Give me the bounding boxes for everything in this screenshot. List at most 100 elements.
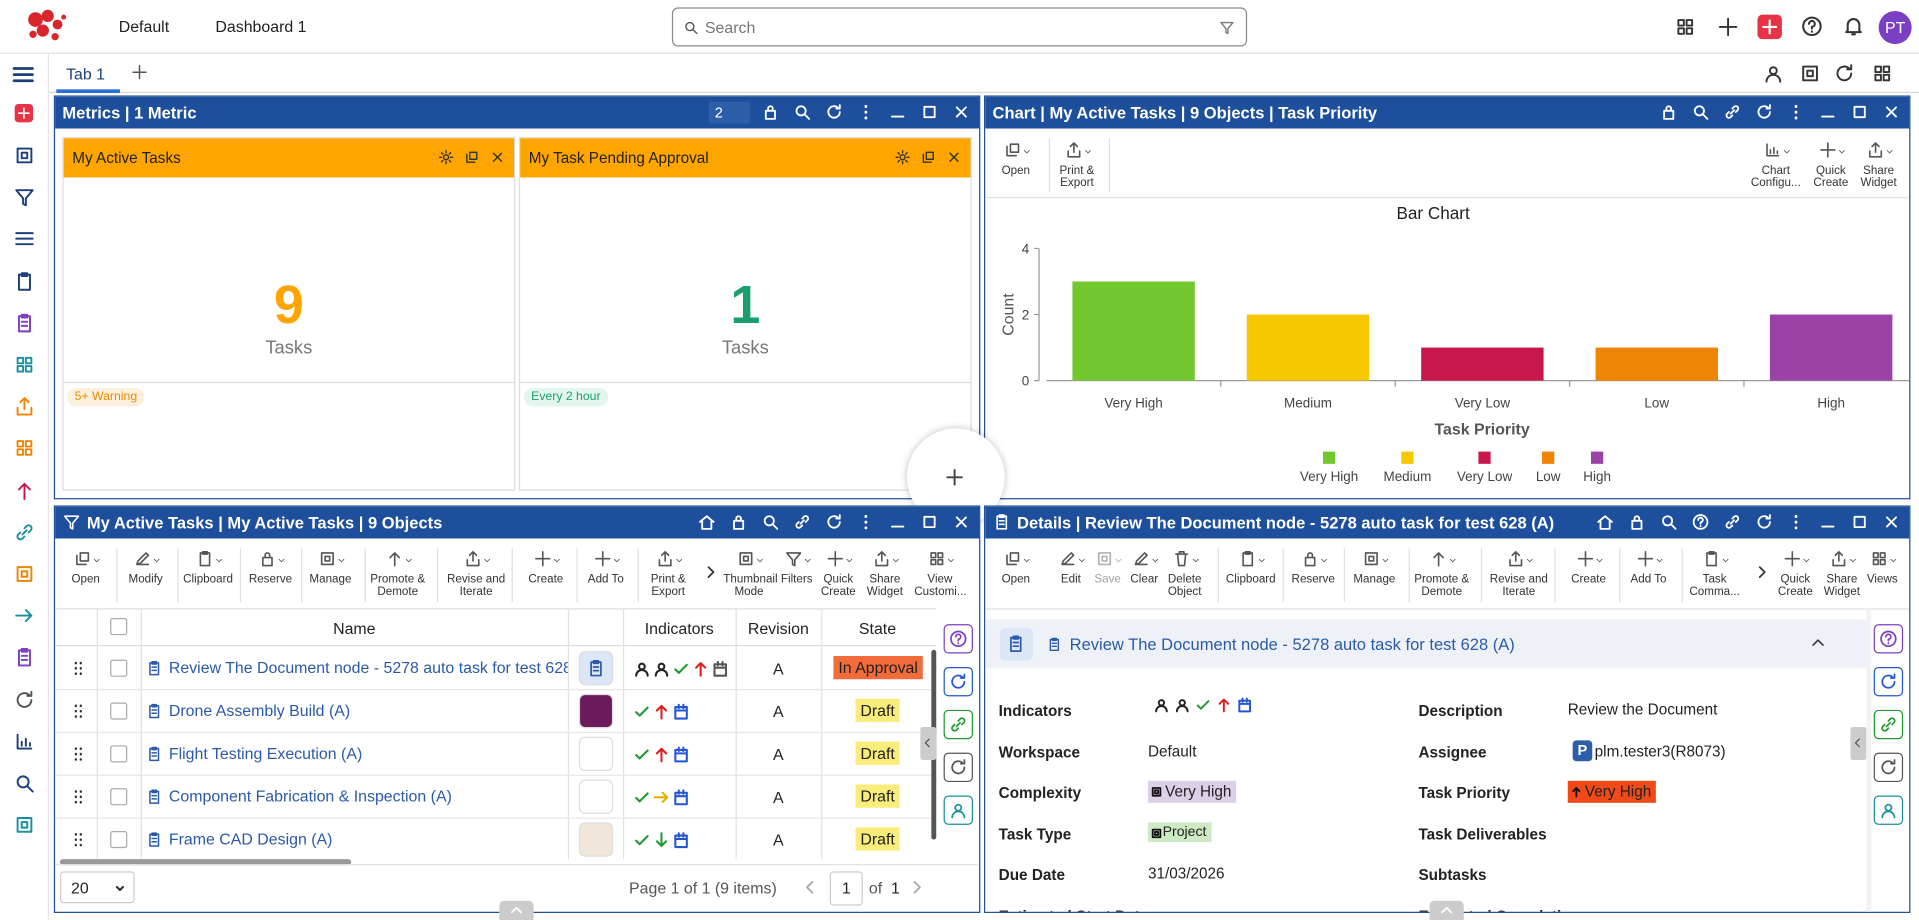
icon-shape [922,151,934,163]
icon [1364,552,1378,566]
toolbar-button[interactable]: Quick Create [1767,547,1823,603]
toolbar-button[interactable]: Quick Create [813,547,864,603]
row-checkbox[interactable] [110,788,128,806]
grid-row[interactable]: Frame CAD Design (A) A Draft [55,819,936,859]
toolbar-button[interactable]: Revise and Iterate [439,547,512,603]
page-input[interactable]: 1 [829,871,863,906]
task-name[interactable]: Flight Testing Execution (A) [168,744,363,763]
side-action[interactable] [943,795,973,825]
toolbar-button[interactable]: Clear [1126,547,1163,603]
grid-row[interactable]: Review The Document node - 5278 auto tas… [55,647,937,691]
header-checkbox[interactable] [110,618,128,636]
toolbar-button[interactable]: Chart Configu... [1748,138,1804,194]
legend-swatch [1322,451,1336,464]
bottom-handle[interactable] [499,900,534,920]
page-size-select[interactable]: 20 [59,871,135,904]
toolbar-button[interactable]: Promote & Demote [367,547,428,603]
metric-card: My Task Pending Approval 1 Tasks Every 2 ho… [518,137,972,491]
toolbar-button[interactable]: Share Widget [859,547,910,603]
toolbar-button[interactable]: Create [515,547,576,603]
toolbar-button[interactable]: Modify [115,547,176,603]
row-checkbox[interactable] [110,830,128,849]
toolbar-button[interactable]: Create [1560,547,1616,603]
icon-shape [685,21,698,35]
icon [18,271,31,291]
toolbar-button[interactable]: Task Comma... [1686,547,1742,603]
toolbar-button[interactable]: Save [1089,547,1126,603]
icon [1067,142,1081,158]
side-action[interactable] [943,709,973,740]
header-tab[interactable]: Default [118,17,170,36]
metric-unit: Tasks [721,337,769,359]
icon [1304,552,1316,567]
avatar[interactable]: PT [1878,11,1912,45]
toolbar-button[interactable]: Add To [1620,547,1676,603]
collapse-handle[interactable] [1850,726,1867,761]
field-value: 31/03/2026 [1147,865,1225,883]
toolbar-button[interactable]: Share Widget [1850,138,1906,194]
header-tab[interactable]: Dashboard 1 [215,17,307,36]
icon [115,886,124,892]
toolbar-button[interactable]: Print & Export [638,547,699,603]
toolbar-button[interactable]: Share Widget [1814,547,1870,603]
task-name[interactable]: Component Fabrication & Inspection (A) [168,786,452,806]
collapse-handle[interactable] [920,726,937,761]
add-button[interactable] [1757,14,1782,40]
toolbar-button[interactable]: Clipboard [177,547,238,603]
toolbar-button[interactable]: Print & Export [1049,138,1105,194]
toolbar-button[interactable]: Promote & Demote [1414,547,1470,603]
toolbar-button[interactable]: Filters [771,547,822,603]
page-spinner[interactable]: 2 [708,101,751,124]
icon [18,313,31,333]
toolbar-button[interactable]: Manage [1346,547,1402,603]
toolbar-button[interactable]: Open [997,547,1034,603]
search-box[interactable]: Search [671,7,1248,47]
icon [695,662,707,677]
row-checkbox[interactable] [110,702,128,720]
logo[interactable] [23,7,70,46]
metric-badge: 5+ Warning [67,387,145,407]
side-action[interactable] [1873,795,1904,825]
side-action[interactable] [1873,709,1904,740]
side-action[interactable] [943,624,973,654]
toolbar-button[interactable]: Add To [575,547,636,603]
row-checkbox[interactable] [110,659,128,677]
toolbar-button[interactable]: Views [1854,547,1909,603]
toolbar-button[interactable]: View Customi... [914,547,967,603]
task-name[interactable]: Frame CAD Design (A) [168,829,333,849]
task-name[interactable]: Drone Assembly Build (A) [168,701,351,720]
bottom-handle[interactable] [1429,900,1464,920]
toolbar-button[interactable]: Delete Object [1157,547,1213,603]
side-action[interactable] [943,666,973,697]
toolbar-button[interactable]: Open [55,547,116,603]
row-checkbox[interactable] [110,745,128,763]
icon-shape [827,104,841,119]
toolbar-button[interactable]: Manage [300,547,361,603]
task-name[interactable]: Review The Document node - 5278 auto tas… [168,658,568,677]
side-action[interactable] [943,752,973,783]
grid-row[interactable]: Flight Testing Execution (A) A Draft [55,733,937,776]
grid-row[interactable]: Drone Assembly Build (A) A Draft [55,690,937,734]
grid-row[interactable]: Component Fabrication & Inspection (A) A D… [55,776,937,819]
icon-shape [1820,142,1836,158]
tab-underline [56,89,120,94]
side-action[interactable] [1873,624,1904,654]
toolbar-button[interactable]: Open [988,138,1044,194]
toolbar-button[interactable]: Revise and Iterate [1482,547,1555,603]
toolbar-label: Reserve [248,572,293,587]
icon-shape [1885,516,1897,528]
toolbar-button[interactable]: Reserve [1285,547,1341,603]
side-action[interactable] [1873,752,1904,783]
toolbar-button[interactable]: Clipboard [1223,547,1279,603]
icon-shape [1662,515,1677,530]
sidebar-add[interactable] [14,104,34,123]
toolbar-button[interactable]: Edit [1053,547,1090,603]
tab[interactable]: Tab 1 [66,64,106,84]
icon-shape [1850,558,1856,563]
icon [1802,65,1818,82]
toolbar-button[interactable]: Thumbnail Mode [723,547,778,603]
icon [713,660,728,677]
toolbar-button[interactable]: Quick Create [1803,138,1859,194]
toolbar-button[interactable]: Reserve [240,547,301,603]
side-action[interactable] [1873,666,1904,697]
